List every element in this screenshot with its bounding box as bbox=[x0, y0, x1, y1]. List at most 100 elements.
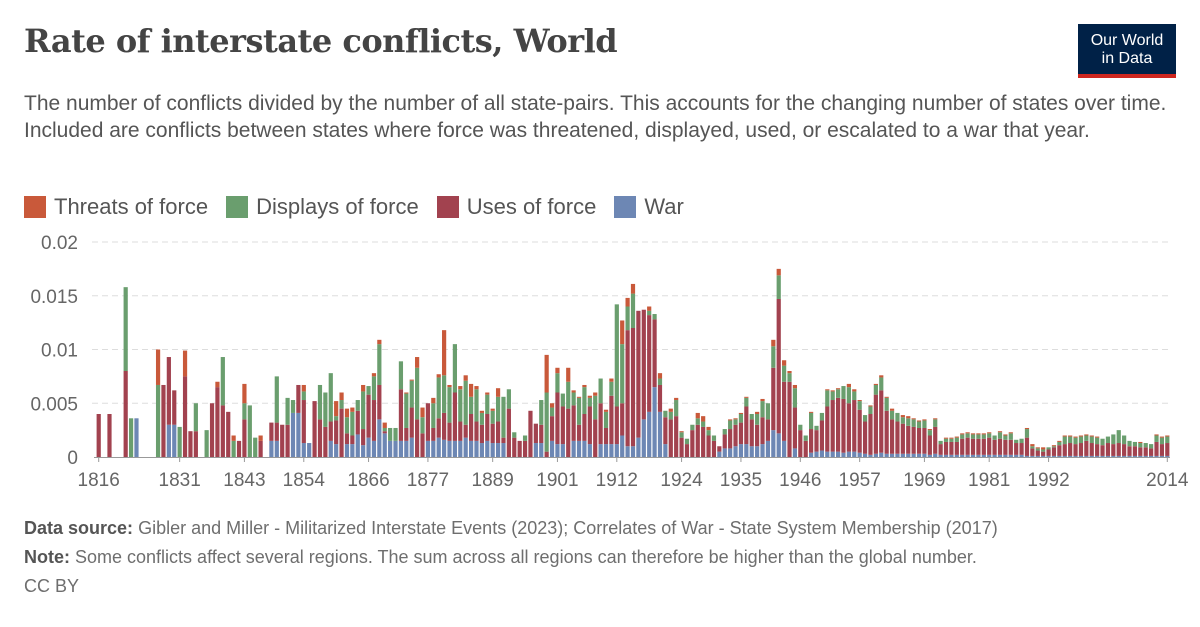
bar-uses-2002[interactable] bbox=[1100, 445, 1105, 456]
bar-displays-1873[interactable] bbox=[404, 393, 409, 428]
bar-war-1919[interactable] bbox=[652, 387, 657, 458]
bar-displays-1889[interactable] bbox=[490, 410, 495, 424]
bar-war-1853[interactable] bbox=[296, 412, 301, 457]
bar-uses-1898[interactable] bbox=[539, 424, 544, 444]
bar-displays-1943[interactable] bbox=[782, 365, 787, 382]
bar-war-1979[interactable] bbox=[976, 454, 981, 457]
bar-displays-1934[interactable] bbox=[733, 419, 738, 425]
bar-threats-2000[interactable] bbox=[1089, 435, 1094, 437]
bar-war-1914[interactable] bbox=[625, 446, 630, 457]
bar-displays-1977[interactable] bbox=[965, 433, 970, 438]
bar-war-1869[interactable] bbox=[382, 433, 387, 457]
bar-threats-1915[interactable] bbox=[630, 283, 636, 294]
bar-uses-1834[interactable] bbox=[193, 431, 198, 457]
bar-threats-1981[interactable] bbox=[987, 432, 992, 434]
bar-displays-1887[interactable] bbox=[479, 412, 484, 425]
bar-displays-2012[interactable] bbox=[1154, 435, 1159, 442]
bar-uses-1943[interactable] bbox=[782, 381, 787, 441]
bar-uses-1818[interactable] bbox=[107, 414, 112, 457]
bar-displays-1869[interactable] bbox=[382, 427, 387, 432]
bar-uses-1908[interactable] bbox=[593, 419, 598, 458]
bar-threats-1984[interactable] bbox=[1003, 434, 1008, 436]
bar-uses-1892[interactable] bbox=[506, 408, 511, 458]
bar-uses-1965[interactable] bbox=[900, 423, 905, 454]
bar-war-1902[interactable] bbox=[560, 444, 565, 457]
bar-displays-1836[interactable] bbox=[204, 430, 209, 458]
bar-war-1910[interactable] bbox=[603, 444, 609, 457]
bar-uses-1904[interactable] bbox=[571, 405, 576, 441]
bar-war-1994[interactable] bbox=[1057, 455, 1062, 457]
bar-displays-1871[interactable] bbox=[393, 427, 398, 441]
bar-uses-1917[interactable] bbox=[641, 309, 646, 420]
bar-threats-1936[interactable] bbox=[744, 396, 749, 398]
bar-threats-1913[interactable] bbox=[620, 320, 625, 345]
bar-displays-1971[interactable] bbox=[933, 419, 938, 427]
bar-uses-1854[interactable] bbox=[301, 400, 306, 444]
bar-threats-1923[interactable] bbox=[674, 397, 679, 401]
bar-war-1959[interactable] bbox=[868, 454, 873, 457]
bar-war-1904[interactable] bbox=[571, 440, 576, 458]
bar-threats-1878[interactable] bbox=[431, 397, 436, 404]
bar-displays-1920[interactable] bbox=[657, 378, 663, 385]
bar-displays-1883[interactable] bbox=[458, 389, 463, 422]
bar-war-1866[interactable] bbox=[366, 437, 371, 457]
bar-uses-1909[interactable] bbox=[598, 403, 603, 445]
bar-war-1942[interactable] bbox=[776, 433, 781, 457]
bar-displays-1903[interactable] bbox=[566, 381, 571, 409]
bar-displays-1892[interactable] bbox=[506, 389, 511, 409]
bar-threats-1843[interactable] bbox=[242, 383, 247, 404]
bar-war-1957[interactable] bbox=[857, 452, 862, 457]
bar-uses-1930[interactable] bbox=[711, 440, 717, 458]
bar-war-1890[interactable] bbox=[495, 443, 501, 457]
bar-displays-1987[interactable] bbox=[1019, 438, 1024, 444]
bar-uses-1905[interactable] bbox=[576, 424, 582, 441]
bar-threats-1952[interactable] bbox=[830, 390, 835, 392]
bar-displays-1996[interactable] bbox=[1068, 436, 1073, 444]
bar-threats-1966[interactable] bbox=[906, 416, 911, 419]
bar-threats-2014[interactable] bbox=[1165, 435, 1170, 437]
bar-threats-1994[interactable] bbox=[1057, 440, 1062, 442]
bar-uses-1877[interactable] bbox=[425, 403, 431, 441]
bar-displays-1921[interactable] bbox=[663, 410, 668, 418]
bar-threats-1934[interactable] bbox=[733, 418, 738, 420]
bar-threats-1967[interactable] bbox=[911, 418, 916, 420]
bar-displays-1984[interactable] bbox=[1003, 435, 1008, 440]
bar-war-1990[interactable] bbox=[1035, 455, 1040, 457]
bar-displays-1932[interactable] bbox=[722, 429, 727, 435]
bar-threats-1841[interactable] bbox=[231, 435, 236, 441]
bar-war-1976[interactable] bbox=[960, 454, 965, 457]
bar-uses-1890[interactable] bbox=[495, 421, 501, 444]
bar-displays-1858[interactable] bbox=[323, 392, 328, 427]
bar-uses-1989[interactable] bbox=[1030, 448, 1035, 456]
bar-uses-1849[interactable] bbox=[274, 422, 279, 441]
bar-displays-1993[interactable] bbox=[1051, 446, 1057, 448]
bar-threats-1956[interactable] bbox=[852, 389, 857, 392]
bar-uses-1918[interactable] bbox=[647, 315, 652, 412]
bar-displays-1888[interactable] bbox=[485, 394, 490, 414]
bar-threats-1938[interactable] bbox=[755, 411, 760, 414]
bar-displays-1899[interactable] bbox=[544, 392, 549, 452]
bar-threats-1927[interactable] bbox=[695, 412, 700, 419]
bar-displays-1866[interactable] bbox=[366, 386, 371, 395]
bar-war-1941[interactable] bbox=[771, 430, 776, 458]
bar-uses-1866[interactable] bbox=[366, 394, 371, 438]
bar-war-1901[interactable] bbox=[555, 444, 560, 457]
bar-war-1909[interactable] bbox=[598, 444, 603, 457]
bar-displays-2002[interactable] bbox=[1100, 438, 1105, 446]
bar-displays-1845[interactable] bbox=[253, 437, 258, 457]
bar-war-1873[interactable] bbox=[404, 440, 409, 458]
bar-war-1969[interactable] bbox=[922, 453, 927, 457]
bar-displays-1911[interactable] bbox=[609, 381, 614, 396]
bar-displays-1879[interactable] bbox=[436, 377, 441, 419]
bar-uses-1956[interactable] bbox=[852, 400, 857, 452]
bar-threats-1978[interactable] bbox=[970, 433, 976, 435]
bar-displays-1841[interactable] bbox=[231, 440, 236, 458]
bar-uses-1897[interactable] bbox=[533, 423, 538, 444]
bar-uses-1993[interactable] bbox=[1051, 447, 1057, 456]
bar-war-1862[interactable] bbox=[344, 444, 350, 457]
bar-uses-2006[interactable] bbox=[1122, 444, 1127, 456]
bar-war-1989[interactable] bbox=[1030, 455, 1035, 457]
bar-war-1920[interactable] bbox=[657, 411, 663, 457]
bar-threats-1997[interactable] bbox=[1073, 436, 1078, 438]
bar-uses-1977[interactable] bbox=[965, 437, 970, 455]
